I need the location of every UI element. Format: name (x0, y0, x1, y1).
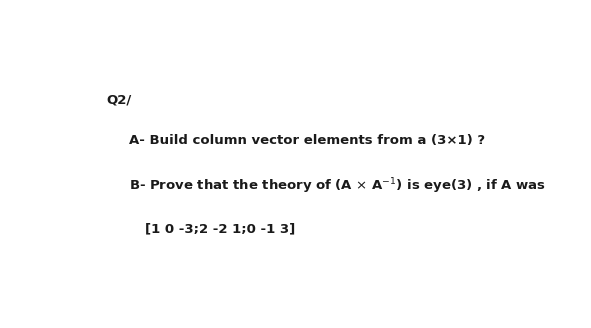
Text: B- Prove that the theory of (A $\times$ A$^{-1}$) is eye(3) , if A was: B- Prove that the theory of (A $\times$ … (129, 176, 546, 195)
Text: [1 0 -3;2 -2 1;0 -1 3]: [1 0 -3;2 -2 1;0 -1 3] (145, 222, 295, 235)
Text: A- Build column vector elements from a (3×1) ?: A- Build column vector elements from a (… (129, 134, 485, 147)
Text: Q2/: Q2/ (106, 93, 131, 107)
